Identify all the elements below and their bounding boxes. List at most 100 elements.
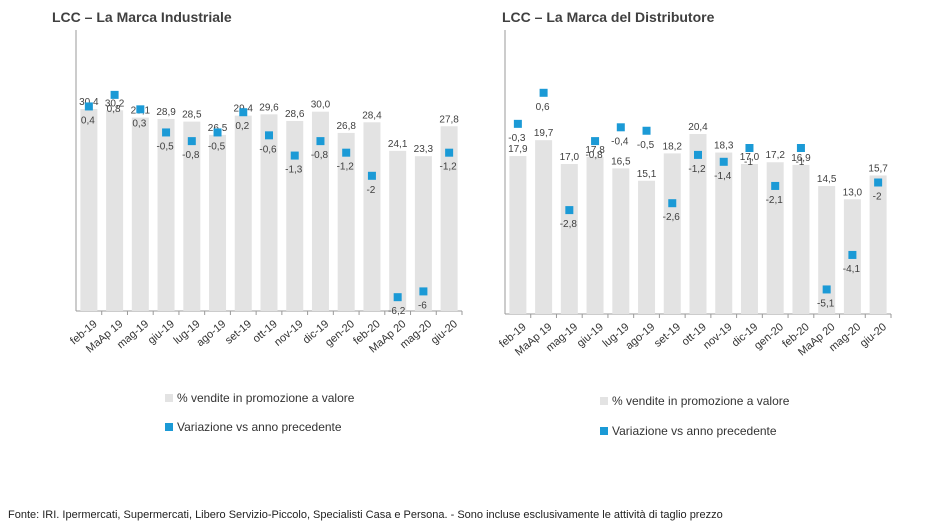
bar xyxy=(389,150,407,311)
legend-label-point: Variazione vs anno precedente xyxy=(177,420,342,434)
variation-point xyxy=(162,128,171,137)
bar xyxy=(612,168,630,314)
variation-point-label: -1 xyxy=(795,157,804,168)
variation-point xyxy=(110,90,119,99)
bar xyxy=(740,164,758,314)
variation-point xyxy=(642,126,651,135)
bar xyxy=(509,156,527,314)
variation-point-label: -1,2 xyxy=(337,162,355,173)
variation-point xyxy=(393,293,402,302)
bar-value-label: 28,5 xyxy=(182,110,202,121)
bar xyxy=(363,122,381,311)
bar-value-label: 28,4 xyxy=(362,110,382,121)
bar xyxy=(260,114,278,311)
bar-value-label: 14,5 xyxy=(817,174,837,185)
legend-label-point: Variazione vs anno precedente xyxy=(612,424,777,438)
bar xyxy=(766,162,784,314)
bar-value-label: 15,1 xyxy=(637,169,657,180)
bar xyxy=(792,164,810,314)
variation-point-label: -2,1 xyxy=(766,195,784,206)
variation-point xyxy=(265,131,273,140)
bar-value-label: 17,8 xyxy=(585,145,605,156)
x-tick-label: ago-19 xyxy=(623,321,657,352)
bar xyxy=(869,175,887,314)
bar-value-label: 16,9 xyxy=(791,153,811,164)
bar xyxy=(414,156,432,311)
variation-point-label: 0,2 xyxy=(235,121,249,132)
variation-point xyxy=(565,206,574,215)
bar-value-label: 26,5 xyxy=(208,123,228,134)
bar xyxy=(80,109,98,311)
variation-point xyxy=(445,148,454,157)
x-tick-label: giu-20 xyxy=(858,321,889,350)
variation-point-label: -1,2 xyxy=(440,162,458,173)
variation-point-label: -0,8 xyxy=(585,150,603,161)
bar-value-label: 16,5 xyxy=(611,156,631,167)
variation-point xyxy=(239,108,248,117)
bar xyxy=(440,126,458,312)
bar-value-label: 26,8 xyxy=(336,121,356,132)
legend-label-bar: % vendite in promozione a valore xyxy=(177,391,355,405)
variation-point-label: -0,5 xyxy=(156,141,174,152)
bar-value-label: 17,2 xyxy=(765,150,785,161)
variation-point-label: -0,5 xyxy=(637,140,655,151)
variation-point xyxy=(136,105,145,114)
variation-point xyxy=(316,137,325,146)
legend-swatch-point xyxy=(165,423,173,431)
x-tick-label: giu-19 xyxy=(575,321,606,350)
variation-point-label: -1,4 xyxy=(714,171,732,182)
variation-point xyxy=(213,128,222,137)
legend-item-bar-industriale: % vendite in promozione a valore xyxy=(165,391,354,405)
bar xyxy=(286,120,304,311)
x-tick-label: set-19 xyxy=(652,321,683,350)
x-tick-label: nov-19 xyxy=(701,321,734,352)
bar-value-label: 13,0 xyxy=(843,187,863,198)
bar xyxy=(689,134,707,314)
variation-point xyxy=(874,178,883,187)
variation-point-label: -0,8 xyxy=(182,150,200,161)
bar xyxy=(818,186,836,314)
variation-point-label: -1,3 xyxy=(285,165,303,176)
variation-point xyxy=(668,199,677,208)
bar xyxy=(234,115,252,311)
bar-value-label: 28,6 xyxy=(285,109,305,120)
legend-swatch-point xyxy=(600,427,608,435)
bar xyxy=(535,140,553,314)
bar-value-label: 15,7 xyxy=(868,163,888,174)
variation-point-label: -6,2 xyxy=(388,306,406,317)
bar xyxy=(183,121,201,311)
bar-value-label: 18,2 xyxy=(663,141,683,152)
variation-point-label: -4,1 xyxy=(843,264,861,275)
variation-point-label: -6 xyxy=(418,300,427,311)
variation-point-label: -2,6 xyxy=(663,212,681,223)
variation-point-label: -5,1 xyxy=(817,298,835,309)
variation-point-label: -0,4 xyxy=(611,136,629,147)
bar xyxy=(209,134,227,311)
bar xyxy=(715,152,733,314)
variation-point-label: -2,8 xyxy=(560,219,578,230)
variation-point-label: -1,2 xyxy=(688,164,706,175)
bar-value-label: 17,0 xyxy=(740,152,760,163)
variation-point xyxy=(771,181,780,190)
variation-point-label: 0,3 xyxy=(132,118,146,129)
bar-value-label: 29,6 xyxy=(259,102,279,113)
bar-value-label: 23,3 xyxy=(414,144,434,155)
chart-title-distributore: LCC – La Marca del Distributore xyxy=(502,9,715,25)
legend-item-point-distributore: Variazione vs anno precedente xyxy=(600,424,777,438)
variation-point-label: 0,8 xyxy=(107,104,121,115)
variation-point xyxy=(745,144,754,152)
bar xyxy=(106,110,124,311)
legend-item-bar-distributore: % vendite in promozione a valore xyxy=(600,394,789,408)
variation-point-label: -0,5 xyxy=(208,141,226,152)
legend-item-point-industriale: Variazione vs anno precedente xyxy=(165,420,342,434)
variation-point xyxy=(539,88,548,97)
variation-point-label: -2 xyxy=(366,185,375,196)
variation-point-label: 0,6 xyxy=(536,102,550,113)
bar xyxy=(560,164,578,314)
variation-point xyxy=(290,151,299,160)
variation-point-label: -2 xyxy=(873,192,882,203)
legend-swatch-bar xyxy=(165,394,173,402)
bar xyxy=(311,111,329,311)
variation-point xyxy=(796,144,805,152)
